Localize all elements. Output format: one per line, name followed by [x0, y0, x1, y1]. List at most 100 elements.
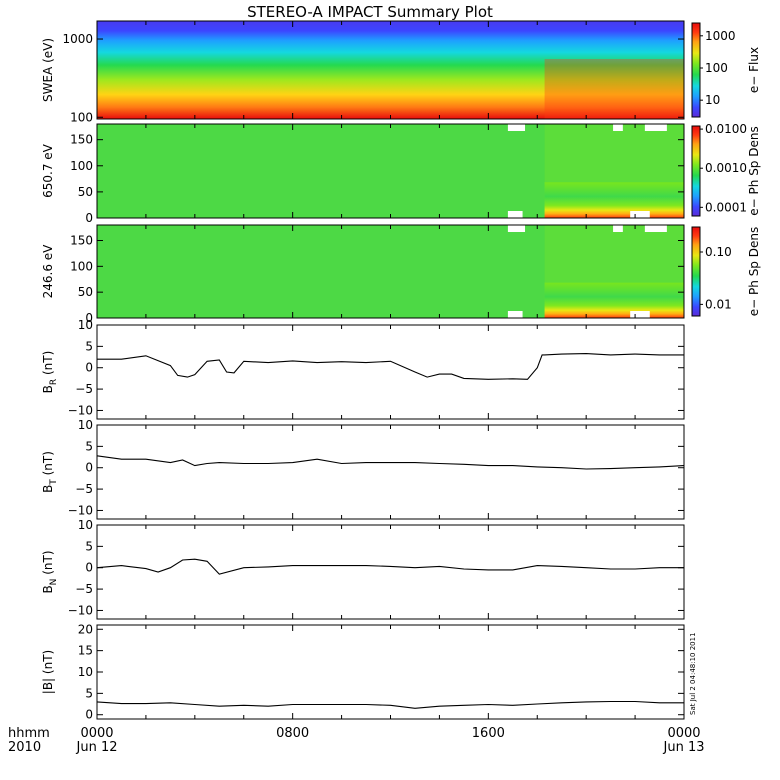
colorbar-tick-label: 0.10: [705, 245, 732, 259]
y-axis-label: BT (nT): [41, 451, 59, 493]
swea-high-energy-band: [97, 21, 684, 31]
panel-br: −10 −5 0 5 10 BR (nT): [41, 318, 685, 420]
data-gap: [630, 311, 650, 318]
footer-year: 2010: [8, 740, 41, 755]
y-tick-label: 0: [85, 311, 93, 325]
y-tick-label: 50: [78, 185, 93, 199]
y-tick-label: −5: [75, 482, 93, 496]
footer-hhmm: hhmm: [8, 726, 50, 741]
y-tick-label: 0: [85, 561, 93, 575]
y-axis-label: 650.7 eV: [41, 143, 55, 198]
colorbar-tick-label: 0.0100: [705, 122, 747, 136]
y-label-sub: T: [49, 479, 59, 486]
y-tick-label: 5: [85, 686, 93, 700]
y-axis-label: SWEA (eV): [41, 38, 55, 102]
y-tick-label: 0: [85, 361, 93, 375]
panel-bt: −10 −5 0 5 10 BT (nT): [41, 418, 685, 520]
field-line: [97, 353, 684, 380]
y-label-main: B: [41, 385, 55, 393]
panel-b: 0 5 10 15 20 |B| (nT): [41, 622, 685, 722]
colorbar-tick-label: 0.0001: [705, 200, 747, 214]
y-tick-label: 100: [70, 159, 93, 173]
y-tick-label: −10: [68, 403, 93, 417]
pad-field-aligned-beam: [544, 182, 684, 218]
timestamp-stamp: Sat Jul 2 04:48:10 2011: [689, 632, 697, 715]
y-label-unit: (nT): [41, 650, 55, 678]
field-line: [96, 455, 685, 470]
data-gap: [644, 225, 667, 232]
y-tick-label: 10: [78, 318, 93, 332]
colorbar-tick-label: 1000: [705, 29, 736, 43]
y-tick-label: −5: [75, 582, 93, 596]
y-tick-label: −5: [75, 382, 93, 396]
data-gap: [613, 225, 623, 232]
panel-pad650: 0.0001 0.0010 0.0100 e− Ph Sp Dens 0 50 100 150…: [41, 122, 761, 225]
y-axis-label: BR (nT): [41, 351, 59, 394]
y-label-unit: (nT): [41, 550, 55, 578]
colorbar-tick-label: 0.0010: [705, 161, 747, 175]
colorbar-label: e− Flux: [747, 47, 761, 93]
panel-pad246: 0.01 0.10 e− Ph Sp Dens 0 50 100 150 246.6 eV: [41, 224, 761, 325]
y-tick-label: 150: [70, 133, 93, 147]
y-tick-label: 5: [85, 339, 93, 353]
y-tick-label: 5: [85, 539, 93, 553]
y-label-unit: (nT): [41, 351, 55, 379]
y-tick-label: 0: [85, 708, 93, 722]
y-tick-label: 5: [85, 439, 93, 453]
y-tick-label: 1000: [62, 32, 93, 46]
y-label-unit: (nT): [41, 451, 55, 479]
y-tick-label: 0: [85, 211, 93, 225]
panel-frame: [96, 424, 685, 520]
colorbar-tick-label: 0.01: [705, 297, 732, 311]
y-axis-label: 246.6 eV: [41, 244, 55, 299]
colorbar: [691, 226, 701, 317]
panel-frame: [96, 524, 685, 620]
y-tick-label: 15: [78, 644, 93, 658]
y-tick-label: 10: [78, 518, 93, 532]
y-label-main: B: [41, 485, 55, 493]
data-gap: [644, 124, 667, 131]
colorbar-tick-label: 10: [705, 93, 720, 107]
y-tick-label: 50: [78, 285, 93, 299]
figure-title: STEREO-A IMPACT Summary Plot: [247, 3, 493, 21]
y-tick-label: 0: [85, 461, 93, 475]
swea-spectrogram: [97, 21, 684, 119]
y-tick-label: 20: [78, 622, 93, 636]
data-gap: [507, 124, 526, 131]
pad-pre-event: [97, 124, 545, 218]
field-line: [96, 700, 684, 709]
y-tick-label: 100: [70, 259, 93, 273]
colorbar: [691, 22, 701, 118]
x-tick-label: 0800: [276, 726, 309, 741]
x-tick-label: 1600: [472, 726, 505, 741]
colorbar-tick-label: 100: [705, 61, 728, 75]
data-gap: [507, 225, 526, 232]
panel-swea: 10 100 1000 e− Flux 100 1000 SWEA (eV): [41, 20, 761, 124]
pad-field-aligned-beam: [544, 282, 684, 318]
panel-bn: −10 −5 0 5 10 BN (nT): [41, 518, 685, 620]
data-gap: [507, 311, 523, 318]
swea-enhanced-region: [544, 59, 684, 119]
y-label-main: B: [41, 585, 55, 593]
y-tick-label: 100: [70, 110, 93, 124]
data-gap: [613, 124, 623, 131]
colorbar-label: e− Ph Sp Dens: [747, 227, 761, 316]
data-gap: [507, 211, 523, 218]
y-label-main: |B|: [41, 678, 55, 694]
x-tick-date-label: Jun 12: [76, 740, 118, 755]
panel-frame: [96, 324, 685, 420]
y-axis-label: BN (nT): [41, 550, 59, 593]
colorbar-label: e− Ph Sp Dens: [747, 126, 761, 215]
data-gap: [630, 211, 650, 218]
x-tick-date-label: Jun 13: [663, 740, 705, 755]
colorbar: [691, 125, 701, 217]
pad-pre-event: [97, 225, 545, 318]
y-tick-label: −10: [68, 503, 93, 517]
y-label-sub: R: [49, 379, 59, 385]
y-axis-label: |B| (nT): [41, 650, 55, 694]
x-tick-label: 0000: [80, 726, 113, 741]
y-tick-label: −10: [68, 603, 93, 617]
y-label-sub: N: [49, 579, 59, 586]
